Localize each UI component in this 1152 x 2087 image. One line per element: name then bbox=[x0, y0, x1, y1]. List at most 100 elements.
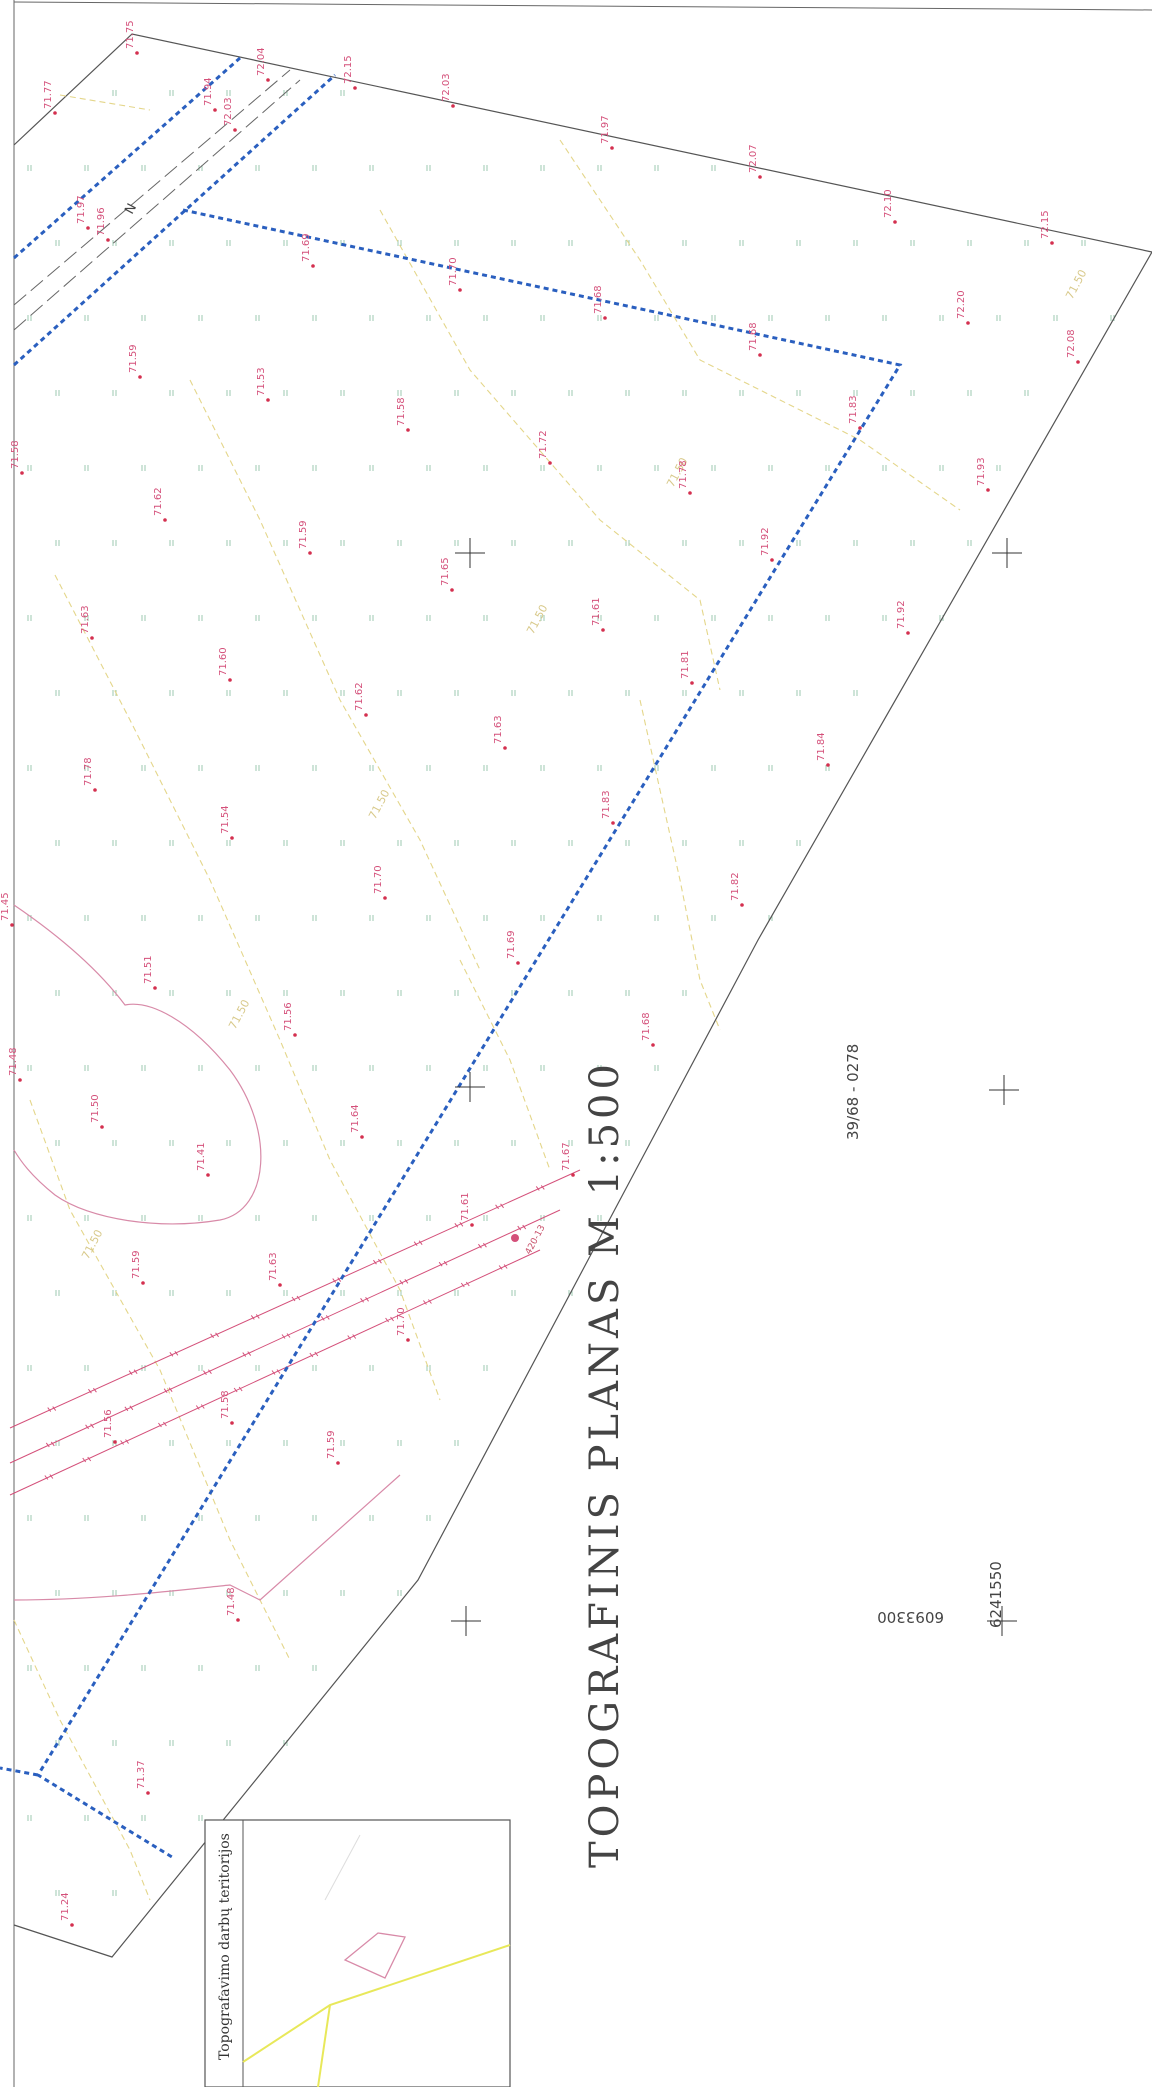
elevation-label: 71.72 bbox=[538, 430, 549, 459]
elevation-point bbox=[516, 961, 520, 965]
map-title: TOPOGRAFINIS PLANAS M 1:500 bbox=[582, 1060, 628, 1868]
elevation-label: 71.56 bbox=[283, 1002, 294, 1031]
elevation-point bbox=[153, 986, 157, 990]
elevation-label: 71.68 bbox=[748, 322, 759, 351]
elevation-label: 71.41 bbox=[196, 1142, 207, 1171]
elevation-label: 71.45 bbox=[0, 892, 11, 921]
survey-area-boundary bbox=[13, 33, 1152, 1958]
elevation-point bbox=[113, 1440, 117, 1444]
elevation-label: 71.60 bbox=[218, 647, 229, 676]
elevation-label: 71.68 bbox=[593, 285, 604, 314]
elevation-label: 71.69 bbox=[301, 233, 312, 262]
elevation-point bbox=[858, 426, 862, 430]
elevation-label: 71.59 bbox=[128, 344, 139, 373]
elevation-point bbox=[360, 1135, 364, 1139]
utility-lines bbox=[9, 1169, 581, 1496]
elevation-label: 71.63 bbox=[493, 715, 504, 744]
elevation-label: 71.68 bbox=[641, 1012, 652, 1041]
elevation-point bbox=[966, 321, 970, 325]
elevation-point bbox=[206, 1173, 210, 1177]
elevation-label: 71.81 bbox=[680, 650, 691, 679]
sheet-number: 39/68 - 0278 bbox=[844, 1044, 862, 1140]
elevation-point bbox=[571, 1173, 575, 1177]
elevation-point bbox=[503, 746, 507, 750]
elevation-point bbox=[826, 763, 830, 767]
elevation-points: 71.75 71.77 72.04 72.15 72.03 71.94 72.03 71.97… bbox=[0, 20, 1080, 1927]
elevation-label: 71.82 bbox=[730, 872, 741, 901]
elevation-label: 71.62 bbox=[153, 487, 164, 516]
utility-pole bbox=[511, 1234, 519, 1242]
elevation-label: 72.04 bbox=[256, 47, 267, 76]
elevation-point bbox=[450, 588, 454, 592]
elevation-point bbox=[364, 713, 368, 717]
elevation-label: 71.67 bbox=[561, 1142, 572, 1171]
elevation-point bbox=[100, 1125, 104, 1129]
elevation-label: 71.65 bbox=[440, 557, 451, 586]
elevation-label: 71.37 bbox=[136, 1760, 147, 1789]
inset-title: Topografavimo darbų teritorijos bbox=[217, 1833, 233, 2060]
elevation-label: 71.58 bbox=[396, 397, 407, 426]
elevation-label: 72.20 bbox=[956, 290, 967, 319]
elevation-label: 71.59 bbox=[131, 1250, 142, 1279]
contour-label: 71.50 bbox=[1063, 267, 1089, 301]
elevation-point bbox=[266, 398, 270, 402]
elevation-point bbox=[311, 264, 315, 268]
contour-lines bbox=[13, 94, 961, 1901]
elevation-point bbox=[293, 1033, 297, 1037]
elevation-label: 71.62 bbox=[354, 682, 365, 711]
elevation-point bbox=[406, 1338, 410, 1342]
elevation-point bbox=[690, 681, 694, 685]
elevation-label: 71.64 bbox=[350, 1104, 361, 1133]
elevation-label: 71.93 bbox=[976, 457, 987, 486]
elevation-point bbox=[10, 923, 14, 927]
elevation-label: 71.70 bbox=[373, 865, 384, 894]
elevation-label: 71.63 bbox=[268, 1252, 279, 1281]
elevation-label: 71.61 bbox=[460, 1192, 471, 1221]
elevation-label: 71.70 bbox=[448, 257, 459, 286]
inset-territory bbox=[343, 1932, 406, 1979]
utility-ticks bbox=[44, 1185, 545, 1480]
elevation-label: 72.15 bbox=[1040, 210, 1051, 239]
elevation-label: 71.75 bbox=[125, 20, 136, 49]
elevation-label: 71.50 bbox=[90, 1094, 101, 1123]
elevation-point bbox=[610, 146, 614, 150]
elevation-label: 71.59 bbox=[298, 520, 309, 549]
elevation-point bbox=[86, 226, 90, 230]
elevation-label: 71.96 bbox=[96, 207, 107, 236]
elevation-label: 71.63 bbox=[80, 605, 91, 634]
elevation-point bbox=[893, 220, 897, 224]
coordinate-y: 6093300 bbox=[877, 1608, 944, 1626]
elevation-point bbox=[236, 1618, 240, 1622]
elevation-point bbox=[1076, 360, 1080, 364]
elevation-point bbox=[53, 111, 57, 115]
elevation-point bbox=[601, 628, 605, 632]
elevation-label: 71.97 bbox=[76, 195, 87, 224]
elevation-label: 71.70 bbox=[396, 1307, 407, 1336]
elevation-point bbox=[336, 1461, 340, 1465]
elevation-label: 71.24 bbox=[60, 1892, 71, 1921]
elevation-point bbox=[230, 836, 234, 840]
elevation-label: 71.83 bbox=[848, 395, 859, 424]
elevation-label: 72.03 bbox=[223, 97, 234, 126]
elevation-label: 71.51 bbox=[143, 955, 154, 984]
elevation-point bbox=[213, 108, 217, 112]
elevation-point bbox=[548, 461, 552, 465]
elevation-point bbox=[353, 86, 357, 90]
elevation-point bbox=[458, 288, 462, 292]
elevation-point bbox=[758, 353, 762, 357]
elevation-point bbox=[986, 488, 990, 492]
elevation-label: 71.83 bbox=[601, 790, 612, 819]
elevation-point bbox=[233, 128, 237, 132]
elevation-point bbox=[688, 491, 692, 495]
coordinate-x: 6241550 bbox=[987, 1561, 1005, 1628]
elevation-label: 71.56 bbox=[103, 1409, 114, 1438]
elevation-point bbox=[1050, 241, 1054, 245]
elevation-point bbox=[266, 78, 270, 82]
elevation-point bbox=[278, 1283, 282, 1287]
elevation-point bbox=[106, 238, 110, 242]
elevation-point bbox=[470, 1223, 474, 1227]
elevation-point bbox=[163, 518, 167, 522]
elevation-point bbox=[770, 558, 774, 562]
elevation-label: 71.84 bbox=[816, 732, 827, 761]
